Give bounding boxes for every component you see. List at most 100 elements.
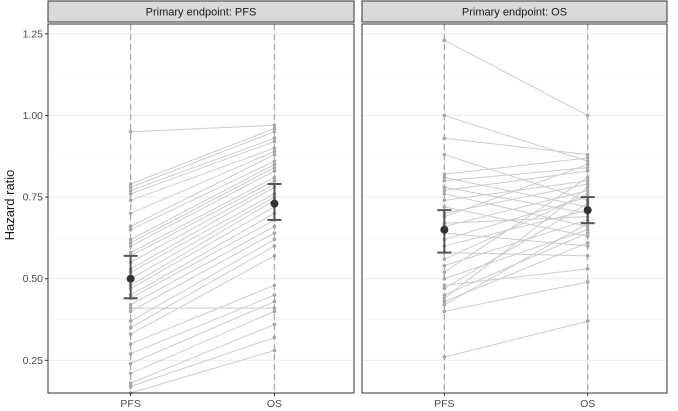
trial-point-os [272, 237, 277, 242]
trial-line [130, 160, 275, 231]
trial-point-os [272, 322, 277, 327]
trial-point-os [585, 319, 590, 323]
trial-line [130, 337, 275, 387]
trial-point-os [585, 188, 590, 193]
trial-point-os [272, 348, 277, 353]
trial-line [130, 199, 275, 286]
trial-point-pfs [442, 293, 447, 297]
trial-point-os [585, 227, 590, 232]
trial-point-os [585, 244, 590, 248]
trial-line [130, 183, 275, 263]
trial-line [444, 137, 588, 156]
trial-point-os [585, 254, 590, 258]
trial-line [130, 154, 275, 227]
trial-point-pfs [128, 384, 133, 389]
x-tick-label: PFS [120, 398, 140, 410]
x-tick-label: PFS [434, 398, 454, 410]
trial-point-pfs [128, 371, 133, 376]
trial-line [130, 350, 275, 394]
trial-line [444, 206, 588, 237]
panel-title: Primary endpoint: PFS [146, 7, 257, 19]
trial-point-pfs [442, 198, 447, 203]
trial-point-pfs [442, 257, 447, 261]
trial-point-os [272, 126, 277, 131]
trial-point-os [585, 162, 590, 167]
trial-point-os [585, 192, 590, 196]
trial-line [130, 232, 275, 312]
trial-point-pfs [128, 306, 133, 310]
trial-point-os [272, 169, 277, 173]
trial-point-pfs [442, 192, 447, 196]
trial-point-os [585, 165, 590, 170]
trial-line [130, 124, 275, 133]
trial-point-pfs [442, 172, 447, 177]
trial-point-os [585, 234, 590, 239]
trial-point-os [585, 182, 590, 186]
trial-point-pfs [442, 276, 447, 281]
trial-point-pfs [128, 185, 133, 190]
y-tick-label: 0.50 [23, 273, 44, 285]
trial-point-pfs [128, 250, 133, 255]
trial-point-os [272, 162, 277, 167]
trial-point-os [272, 254, 277, 258]
x-tick-label: OS [580, 398, 595, 410]
trial-point-os [585, 156, 590, 160]
trial-point-os [272, 244, 277, 248]
trial-point-os [585, 267, 590, 271]
trial-point-pfs [442, 178, 447, 183]
trial-line [444, 229, 588, 280]
trial-line [444, 183, 588, 214]
trial-point-pfs [128, 325, 133, 330]
trial-point-os [272, 335, 277, 340]
trial-point-pfs [128, 244, 133, 248]
trial-point-pfs [128, 192, 133, 196]
trial-point-pfs [442, 185, 447, 190]
trial-point-pfs [442, 175, 447, 180]
trial-point-pfs [128, 237, 133, 242]
trial-line [130, 167, 275, 244]
trial-line [444, 114, 588, 162]
trial-line [130, 128, 275, 185]
trial-line [130, 193, 275, 273]
trial-line [444, 186, 589, 299]
trial-point-os [272, 139, 277, 144]
trial-point-os [272, 309, 277, 314]
trial-line [130, 170, 275, 247]
trial-line [130, 180, 275, 257]
trial-point-pfs [128, 381, 133, 386]
trial-point-pfs [442, 299, 447, 304]
trial-line [444, 170, 588, 192]
trial-point-pfs [128, 129, 133, 134]
trial-point-pfs [442, 136, 447, 141]
trial-line [444, 193, 588, 227]
trial-point-pfs [442, 113, 447, 118]
trial-line [130, 301, 275, 365]
trial-line [130, 150, 275, 214]
trial-line [130, 239, 275, 322]
panel-strip [47, 0, 355, 23]
trial-point-os [272, 293, 277, 297]
trial-point-pfs [442, 38, 447, 43]
trial-line [130, 284, 275, 345]
trial-line [130, 137, 275, 192]
trial-point-pfs [442, 270, 447, 274]
trial-line [130, 206, 275, 289]
trial-line [130, 196, 275, 280]
trial-line [444, 216, 588, 224]
trial-line [444, 203, 588, 289]
trial-line [130, 245, 275, 329]
trial-point-pfs [128, 319, 133, 323]
y-axis-title: Hazard ratio [2, 170, 17, 241]
y-tick-label: 1.25 [23, 28, 44, 40]
trial-line [130, 186, 275, 270]
trial-line [444, 167, 588, 182]
trial-line [444, 154, 588, 201]
panel-border [361, 23, 668, 394]
trial-line [130, 163, 275, 240]
summary-point-os [270, 199, 279, 208]
trial-point-pfs [128, 342, 133, 346]
trial-line [444, 176, 588, 208]
trial-point-os [585, 224, 590, 229]
summary-point-pfs [440, 225, 449, 234]
trial-point-os [272, 152, 277, 157]
